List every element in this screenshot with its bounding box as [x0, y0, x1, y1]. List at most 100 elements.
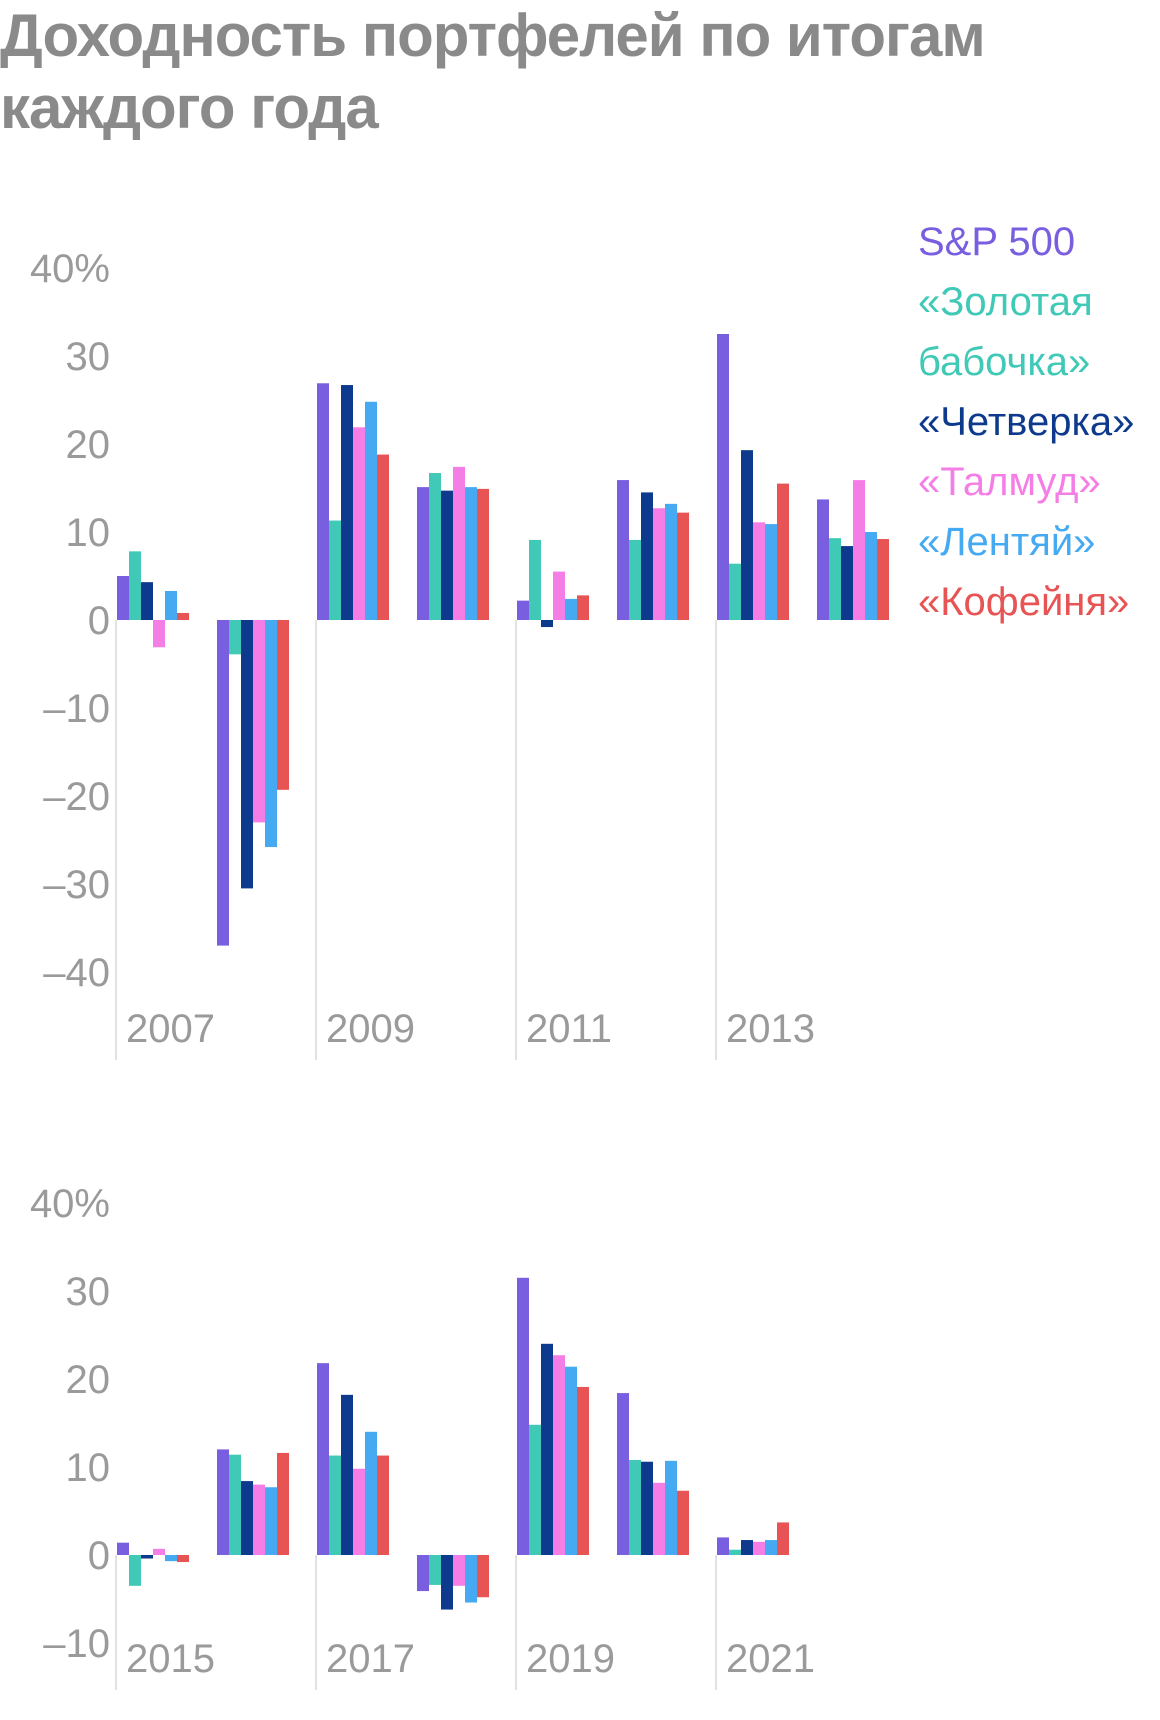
legend-item-zolotaya-babochka: «Золотая бабочка»: [918, 280, 1093, 384]
legend-item-talmud: «Талмуд»: [918, 460, 1101, 504]
bar-2021-series-1: [729, 1549, 741, 1555]
bar-2014-series-1: [829, 538, 841, 620]
y-tick-label: 10: [66, 511, 111, 555]
bar-2019-series-0: [517, 1277, 529, 1555]
bar-2016-series-0: [217, 1449, 229, 1555]
bar-2012-series-4: [665, 503, 677, 620]
x-tick-label: 2021: [726, 1637, 815, 1681]
y-tick-label: 40%: [30, 1182, 110, 1226]
bar-2017-series-3: [353, 1468, 365, 1555]
chart-title: Доходность портфелей по итогам каждого г…: [0, 2, 986, 141]
x-tick-label: 2013: [726, 1007, 815, 1051]
bar-2013-series-1: [729, 563, 741, 620]
y-tick-label: 0: [88, 599, 110, 643]
bar-2019-series-2: [541, 1343, 553, 1555]
bar-2012-series-5: [677, 512, 689, 620]
y-tick-label: –10: [43, 687, 110, 731]
bar-2008-series-5: [277, 620, 289, 790]
bar-2009-series-2: [341, 385, 353, 620]
legend: S&P 500 «Золотая бабочка» «Четверка» «Та…: [918, 212, 1138, 632]
bar-2009-series-4: [365, 401, 377, 620]
bar-2017-series-4: [365, 1431, 377, 1555]
bar-2018-series-3: [453, 1555, 465, 1586]
legend-item-kofeynya: «Кофейня»: [918, 580, 1130, 624]
bar-2021-series-0: [717, 1537, 729, 1555]
bar-2019-series-5: [577, 1386, 589, 1555]
bar-2013-series-4: [765, 524, 777, 620]
y-tick-label: 30: [66, 335, 111, 379]
y-tick-label: 20: [66, 423, 111, 467]
bar-2008-series-0: [217, 620, 229, 946]
y-tick-label: –10: [43, 1622, 110, 1666]
bar-2019-series-4: [565, 1366, 577, 1555]
bar-2019-series-3: [553, 1355, 565, 1555]
bar-2007-series-3: [153, 620, 165, 648]
x-tick-label: 2019: [526, 1637, 615, 1681]
bar-2013-series-2: [741, 450, 753, 620]
bar-2015-series-1: [129, 1555, 141, 1586]
bar-2020-series-1: [629, 1459, 641, 1555]
bar-2012-series-0: [617, 480, 629, 620]
bar-2021-series-3: [753, 1541, 765, 1555]
bar-2013-series-0: [717, 334, 729, 620]
bar-2007-series-0: [117, 576, 129, 620]
bar-2019-series-1: [529, 1424, 541, 1555]
bar-2015-series-5: [177, 1555, 189, 1563]
x-tick-label: 2007: [126, 1007, 215, 1051]
bar-2021-series-2: [741, 1540, 753, 1555]
bar-2020-series-4: [665, 1460, 677, 1555]
bar-2012-series-3: [653, 508, 665, 620]
bar-2007-series-1: [129, 551, 141, 620]
chart-panel-2007-2014: 40% 30 20 10 0 –10 –20 –30 –40 2007 2009 2011 2013: [30, 247, 889, 1060]
y-tick-label: 10: [66, 1446, 111, 1490]
y-tick-label: 40%: [30, 247, 110, 291]
bar-2017-series-2: [341, 1394, 353, 1555]
bar-2020-series-3: [653, 1482, 665, 1555]
bar-2015-series-0: [117, 1542, 129, 1555]
bar-2011-series-3: [553, 571, 565, 620]
bar-2009-series-3: [353, 427, 365, 620]
bar-2016-series-4: [265, 1487, 277, 1555]
bar-2014-series-4: [865, 532, 877, 620]
bar-2015-series-3: [153, 1548, 165, 1555]
legend-item-sp500: S&P 500: [918, 220, 1076, 264]
bar-2009-series-1: [329, 520, 341, 620]
bar-2013-series-5: [777, 483, 789, 620]
bar-2008-series-1: [229, 620, 241, 655]
bar-2018-series-0: [417, 1555, 429, 1592]
bar-2012-series-2: [641, 492, 653, 620]
bar-2011-series-2: [541, 620, 553, 628]
bar-2017-series-0: [317, 1363, 329, 1555]
bar-2008-series-2: [241, 620, 253, 889]
legend-item-lentyay: «Лентяй»: [918, 520, 1096, 564]
bar-2018-series-2: [441, 1555, 453, 1610]
bar-2011-series-1: [529, 539, 541, 620]
bar-2020-series-2: [641, 1461, 653, 1555]
y-tick-label: –20: [43, 775, 110, 819]
bar-2018-series-5: [477, 1555, 489, 1598]
bar-2010-series-3: [453, 466, 465, 620]
bar-2015-series-2: [141, 1555, 153, 1559]
bar-2016-series-1: [229, 1454, 241, 1555]
x-tick-label: 2009: [326, 1007, 415, 1051]
bar-2016-series-2: [241, 1481, 253, 1555]
bar-2008-series-4: [265, 620, 277, 848]
bar-2014-series-5: [877, 539, 889, 620]
bar-2016-series-3: [253, 1484, 265, 1555]
bar-2017-series-1: [329, 1455, 341, 1555]
bar-2010-series-0: [417, 487, 429, 620]
chart-panel-2015-2021: 40% 30 20 10 0 –10 2015 2017 2019 2021: [30, 1182, 815, 1690]
bar-2010-series-2: [441, 490, 453, 620]
x-tick-label: 2017: [326, 1637, 415, 1681]
bar-2014-series-3: [853, 480, 865, 620]
bar-2021-series-4: [765, 1540, 777, 1555]
bar-2011-series-4: [565, 598, 577, 620]
bar-2014-series-0: [817, 499, 829, 620]
bar-2018-series-1: [429, 1555, 441, 1585]
bar-2017-series-5: [377, 1455, 389, 1555]
x-tick-label: 2015: [126, 1637, 215, 1681]
y-tick-label: 20: [66, 1358, 111, 1402]
bar-2012-series-1: [629, 539, 641, 620]
bar-2013-series-3: [753, 522, 765, 620]
bar-2007-series-5: [177, 612, 189, 620]
